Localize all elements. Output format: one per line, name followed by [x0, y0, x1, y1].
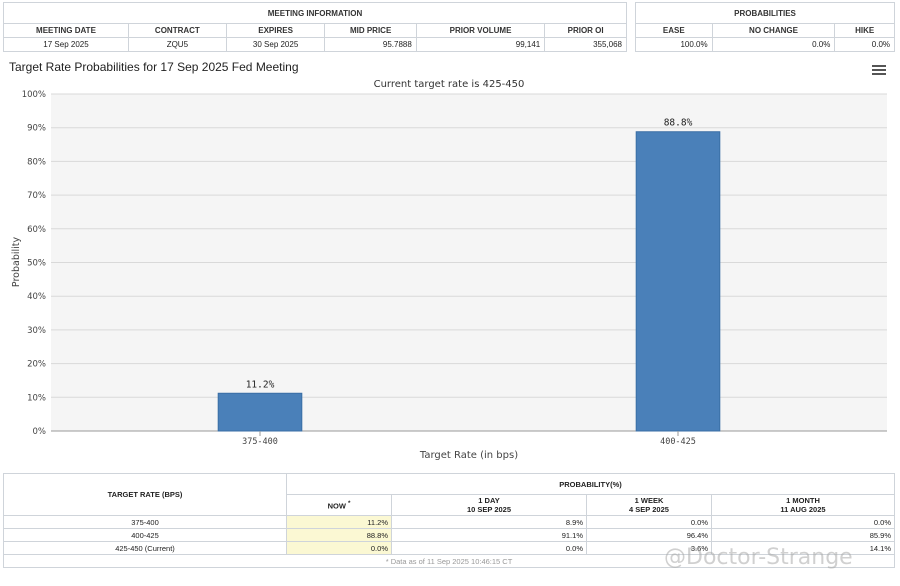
1-week-value: 96.4%	[586, 528, 712, 542]
x-axis-label: Target Rate (in bps)	[419, 450, 518, 461]
col-now: NOW *	[286, 494, 392, 516]
y-tick-label: 30%	[27, 326, 46, 336]
watermark: @Doctor-Strange	[664, 545, 853, 570]
data-label: 11.2%	[246, 379, 275, 390]
col-expires: EXPIRES	[225, 23, 326, 38]
y-tick-label: 60%	[27, 225, 46, 235]
col-ease: EASE	[635, 23, 713, 38]
col-1-week: 1 WEEK 4 SEP 2025	[586, 494, 712, 516]
y-tick-label: 0%	[33, 427, 47, 437]
1-day-value: 91.1%	[391, 528, 587, 542]
y-tick-label: 50%	[27, 259, 46, 269]
chart-grid	[51, 93, 887, 432]
rate-label: 375-400	[3, 515, 287, 529]
chart-subtitle: Current target rate is 425-450	[374, 79, 525, 90]
probabilities-header: PROBABILITIES	[635, 2, 895, 24]
meeting-info-table: MEETING INFORMATION MEETING DATE CONTRAC…	[3, 2, 627, 52]
bar	[217, 392, 303, 432]
1-day-value: 8.9%	[391, 515, 587, 529]
probability-header: PROBABILITY(%)	[286, 473, 895, 495]
1-week-value: 0.0%	[586, 515, 712, 529]
x-tick-label: 375-400	[242, 437, 278, 447]
now-value: 0.0%	[286, 541, 392, 555]
data-label: 88.8%	[664, 118, 693, 129]
table-row: 425-450 (Current) 0.0% 0.0% 3.6% 14.1%	[3, 541, 895, 555]
x-tick-label: 400-425	[660, 437, 696, 447]
now-value: 88.8%	[286, 528, 392, 542]
now-value: 11.2%	[286, 515, 392, 529]
now-marker: *	[348, 499, 351, 507]
y-tick-label: 90%	[27, 124, 46, 134]
chart-title: Target Rate Probabilities for 17 Sep 202…	[9, 60, 299, 74]
col-1-month: 1 MONTH 11 AUG 2025	[711, 494, 895, 516]
mid-price-value: 95.7888	[324, 37, 417, 52]
y-tick-label: 20%	[27, 360, 46, 370]
y-tick-label: 40%	[27, 292, 46, 302]
col-contract: CONTRACT	[127, 23, 227, 38]
col-prior-oi: PRIOR OI	[544, 23, 627, 38]
y-tick-label: 70%	[27, 191, 46, 201]
probabilities-table: PROBABILITIES EASE NO CHANGE HIKE 100.0%…	[635, 2, 895, 52]
hike-value: 0.0%	[834, 37, 895, 52]
meeting-date-value: 17 Sep 2025	[3, 37, 129, 52]
col-1-day-date: 10 SEP 2025	[466, 505, 512, 514]
rate-label: 400-425	[3, 528, 287, 542]
col-1-day-label: 1 DAY	[478, 496, 500, 505]
chart-bars: 11.2% 88.8%	[217, 118, 721, 432]
ease-value: 100.0%	[635, 37, 713, 52]
y-tick-label: 100%	[22, 90, 46, 100]
target-rate-header: TARGET RATE (BPS)	[3, 473, 287, 516]
rate-label: 425-450 (Current)	[3, 541, 287, 555]
col-1-month-date: 11 AUG 2025	[780, 505, 826, 514]
col-mid-price: MID PRICE	[324, 23, 417, 38]
prior-oi-value: 355,068	[544, 37, 627, 52]
y-tick-label: 10%	[27, 393, 46, 403]
1-day-value: 0.0%	[391, 541, 587, 555]
target-rate-bar-chart: Current target rate is 425-450 0% 10% 20% 3…	[11, 79, 887, 461]
probability-history-table: TARGET RATE (BPS) PROBABILITY(%) NOW * 1…	[3, 473, 895, 568]
table-row: 375-400 11.2% 8.9% 0.0% 0.0%	[3, 515, 895, 529]
col-1-week-date: 4 SEP 2025	[629, 505, 669, 514]
meeting-info-header: MEETING INFORMATION	[3, 2, 627, 24]
y-axis-label: Probability	[11, 237, 22, 288]
col-meeting-date: MEETING DATE	[3, 23, 129, 38]
1-month-value: 85.9%	[711, 528, 895, 542]
col-hike: HIKE	[834, 23, 895, 38]
col-no-change: NO CHANGE	[711, 23, 836, 38]
prior-volume-value: 99,141	[415, 37, 546, 52]
no-change-value: 0.0%	[711, 37, 836, 52]
col-now-label: NOW	[327, 501, 346, 511]
col-1-month-label: 1 MONTH	[786, 496, 820, 505]
hamburger-menu-icon[interactable]	[872, 63, 886, 75]
col-prior-volume: PRIOR VOLUME	[415, 23, 546, 38]
y-axis-ticks: 0% 10% 20% 30% 40% 50% 60% 70% 80% 90% 100%	[22, 90, 46, 437]
1-month-value: 0.0%	[711, 515, 895, 529]
col-1-day: 1 DAY 10 SEP 2025	[391, 494, 587, 516]
y-tick-label: 80%	[27, 157, 46, 167]
table-row: 400-425 88.8% 91.1% 96.4% 85.9%	[3, 528, 895, 542]
x-axis-ticks: 375-400 400-425	[242, 431, 696, 447]
col-1-week-label: 1 WEEK	[634, 496, 664, 505]
contract-value: ZQU5	[127, 37, 227, 52]
bar	[635, 131, 721, 432]
expires-value: 30 Sep 2025	[225, 37, 326, 52]
data-timestamp-footnote: * Data as of 11 Sep 2025 10:46:15 CT	[3, 554, 895, 568]
